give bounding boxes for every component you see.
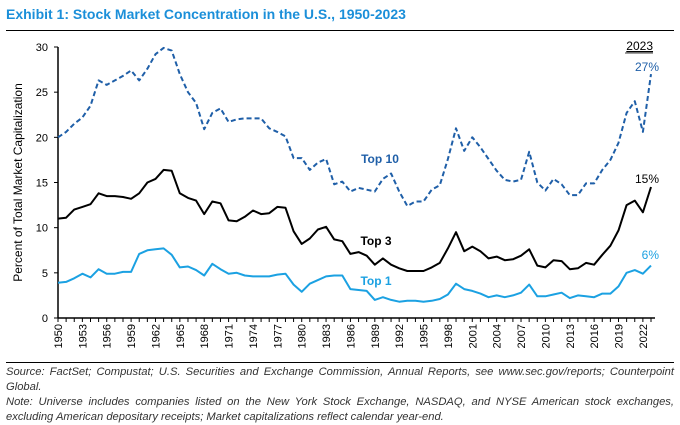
x-tick-label: 1977 (272, 324, 284, 348)
x-tick-label: 1983 (321, 324, 333, 348)
x-tick-label: 1995 (419, 324, 431, 348)
y-axis-title: Percent of Total Market Capitalization (11, 83, 25, 282)
series-end-label: 27% (635, 60, 659, 74)
series-label: Top 1 (360, 274, 391, 288)
x-tick-label: 1989 (370, 324, 382, 348)
x-tick-label: 1974 (248, 324, 260, 348)
y-tick-label: 30 (36, 42, 48, 54)
y-tick-label: 15 (36, 178, 48, 190)
x-tick-label: 1965 (175, 324, 187, 348)
series-label: Top 10 (361, 152, 399, 166)
x-tick-label: 1959 (126, 324, 138, 348)
series-line-top-10 (57, 46, 652, 207)
footnote: Note: Universe includes companies listed… (6, 396, 674, 423)
x-tick-label: 1953 (77, 324, 89, 348)
x-tick-label: 2022 (638, 324, 650, 348)
x-tick-label: 1968 (199, 324, 211, 348)
series-label: Top 3 (360, 234, 391, 248)
series-lines (57, 46, 652, 303)
y-tick-label: 5 (42, 268, 48, 280)
series-line-top-3 (57, 168, 652, 272)
y-tick-label: 20 (36, 132, 48, 144)
y-tick-label: 25 (36, 87, 48, 99)
x-tick-label: 2007 (516, 324, 528, 348)
x-tick-label: 2004 (492, 324, 504, 348)
x-tick-label: 1992 (394, 324, 406, 348)
footer-divider (6, 362, 674, 363)
x-tick-label: 1980 (297, 324, 309, 348)
x-tick-label: 1986 (345, 324, 357, 348)
series-labels: 2023 Top 10 27% Top 3 15% Top 1 6% (360, 39, 659, 288)
axes: 0 5 10 15 20 25 30 1950 1953 1956 1959 1962 1965 1968… (11, 42, 655, 348)
x-tick-label: 1971 (224, 324, 236, 348)
x-tick-label: 2001 (467, 324, 479, 348)
x-tick-label: 1998 (443, 324, 455, 348)
y-tick-label: 10 (36, 223, 48, 235)
x-tick-label: 2016 (589, 324, 601, 348)
x-tick-label: 2010 (540, 324, 552, 348)
x-tick-label: 1950 (53, 324, 65, 348)
x-tick-label: 1962 (150, 324, 162, 348)
y-tick-label: 0 (42, 313, 48, 325)
series-end-label: 15% (635, 172, 659, 186)
x-tick-label: 2013 (565, 324, 577, 348)
title-divider (6, 30, 674, 31)
end-label-header: 2023 (626, 39, 653, 53)
source-note: Source: FactSet; Compustat; U.S. Securit… (6, 366, 674, 393)
x-tick-label: 2019 (614, 324, 626, 348)
series-line-top-1 (57, 247, 652, 303)
chart-title: Exhibit 1: Stock Market Concentration in… (6, 6, 406, 22)
series-end-label: 6% (642, 248, 660, 262)
x-tick-label: 1956 (102, 324, 114, 348)
